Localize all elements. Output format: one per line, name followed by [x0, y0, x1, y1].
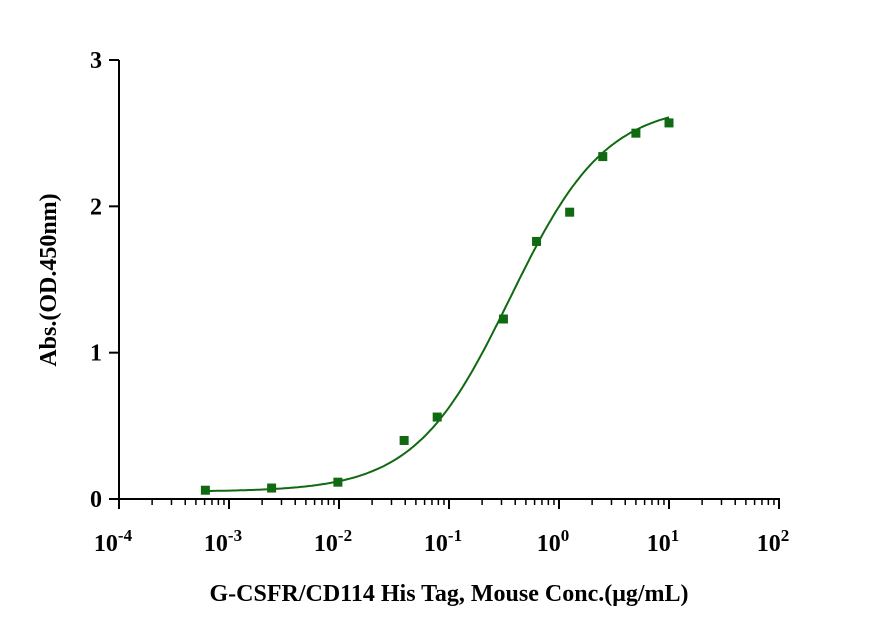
- y-tick-label: 0: [90, 487, 102, 513]
- data-point: [631, 128, 641, 138]
- fit-curve: [205, 116, 670, 492]
- data-point: [498, 314, 508, 324]
- data-point: [267, 483, 277, 493]
- y-axis-label: Abs.(OD.450nm): [36, 193, 62, 366]
- data-point: [598, 152, 608, 162]
- y-tick-labels: 0 1 2 3: [90, 48, 102, 513]
- axes: [109, 59, 780, 509]
- data-point: [399, 435, 409, 445]
- x-tick-label: 101: [647, 526, 680, 557]
- y-tick-label: 1: [90, 341, 102, 367]
- x-tick-label: 10-2: [314, 526, 352, 557]
- x-tick-label: 10-1: [424, 526, 462, 557]
- data-point: [200, 485, 210, 495]
- data-point: [532, 236, 542, 246]
- data-point: [664, 118, 674, 128]
- x-tick-label: 10-4: [94, 526, 133, 557]
- x-tick-label: 100: [537, 526, 570, 557]
- y-tick-label: 2: [90, 194, 102, 220]
- x-tick-labels: 10-4 10-3 10-2 10-1 100 101 102: [94, 526, 789, 557]
- x-tick-label: 102: [757, 526, 790, 557]
- x-axis-label: G-CSFR/CD114 His Tag, Mouse Conc.(μg/mL): [210, 581, 689, 607]
- data-point: [565, 207, 575, 217]
- y-tick-label: 3: [90, 48, 102, 74]
- x-tick-label: 10-3: [204, 526, 242, 557]
- data-point: [333, 477, 343, 487]
- data-points: [200, 118, 674, 495]
- data-point: [432, 412, 442, 422]
